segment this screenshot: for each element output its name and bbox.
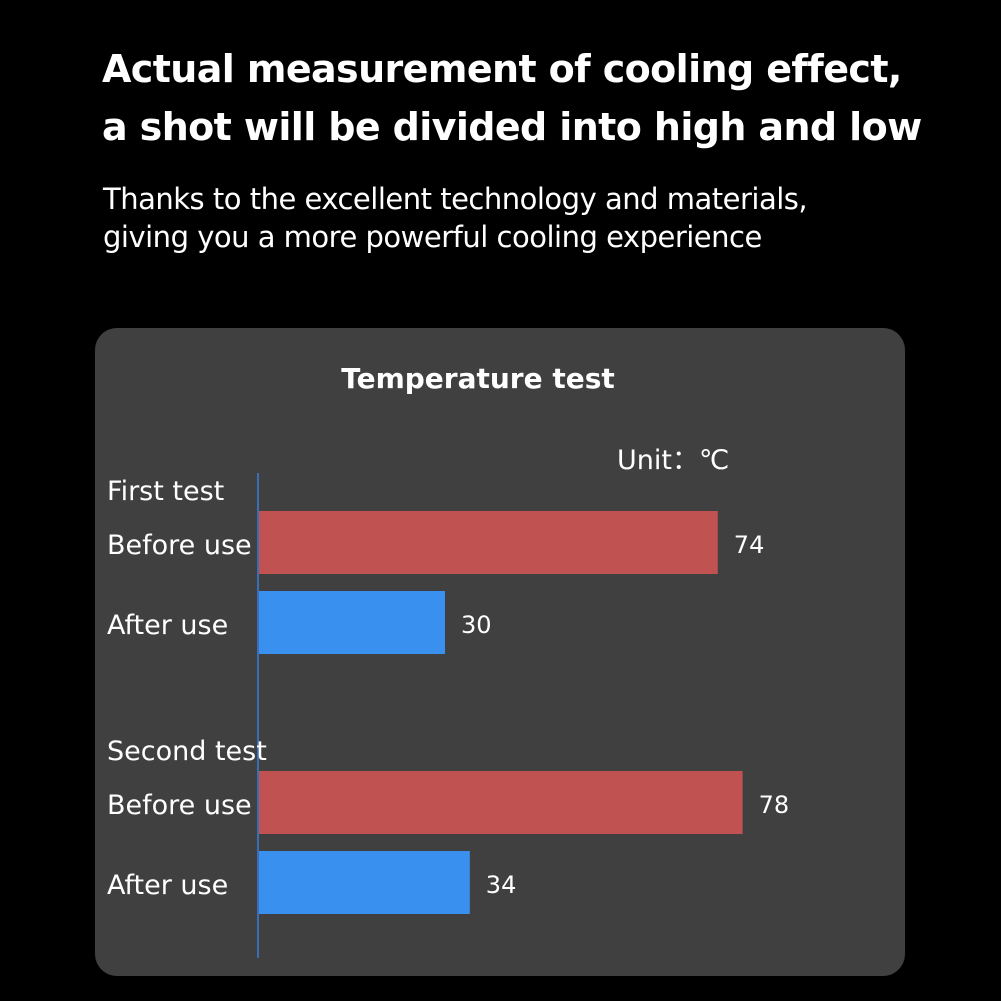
bars-layer: First test Before use 74 After use 30 Second …: [107, 476, 789, 914]
after-use-bar: [259, 851, 470, 914]
chart-title: Temperature test: [341, 362, 615, 395]
subheadline: Thanks to the excellent technology and m…: [103, 180, 963, 256]
temperature-chart: Temperature test Unit：℃ First test Before…: [107, 362, 789, 958]
group-label: Second test: [107, 736, 267, 767]
subheadline-line-1: Thanks to the excellent technology and m…: [103, 182, 808, 216]
category-label: Before use: [107, 790, 252, 821]
subheadline-line-2: giving you a more powerful cooling exper…: [103, 220, 762, 254]
headline-line-2: a shot will be divided into high and low: [102, 105, 922, 149]
category-label: Before use: [107, 530, 252, 561]
group-label: First test: [107, 476, 224, 507]
headline-line-1: Actual measurement of cooling effect,: [102, 47, 902, 91]
category-label: After use: [107, 870, 228, 901]
before-use-bar: [259, 511, 718, 574]
data-label: 78: [759, 791, 790, 819]
chart-panel: Temperature test Unit：℃ First test Before…: [95, 328, 905, 976]
data-label: 34: [486, 871, 517, 899]
data-label: 30: [461, 611, 492, 639]
headline: Actual measurement of cooling effect, a …: [102, 40, 982, 156]
unit-label: Unit：℃: [617, 445, 729, 476]
after-use-bar: [259, 591, 445, 654]
data-label: 74: [734, 531, 765, 559]
category-label: After use: [107, 610, 228, 641]
before-use-bar: [259, 771, 743, 834]
